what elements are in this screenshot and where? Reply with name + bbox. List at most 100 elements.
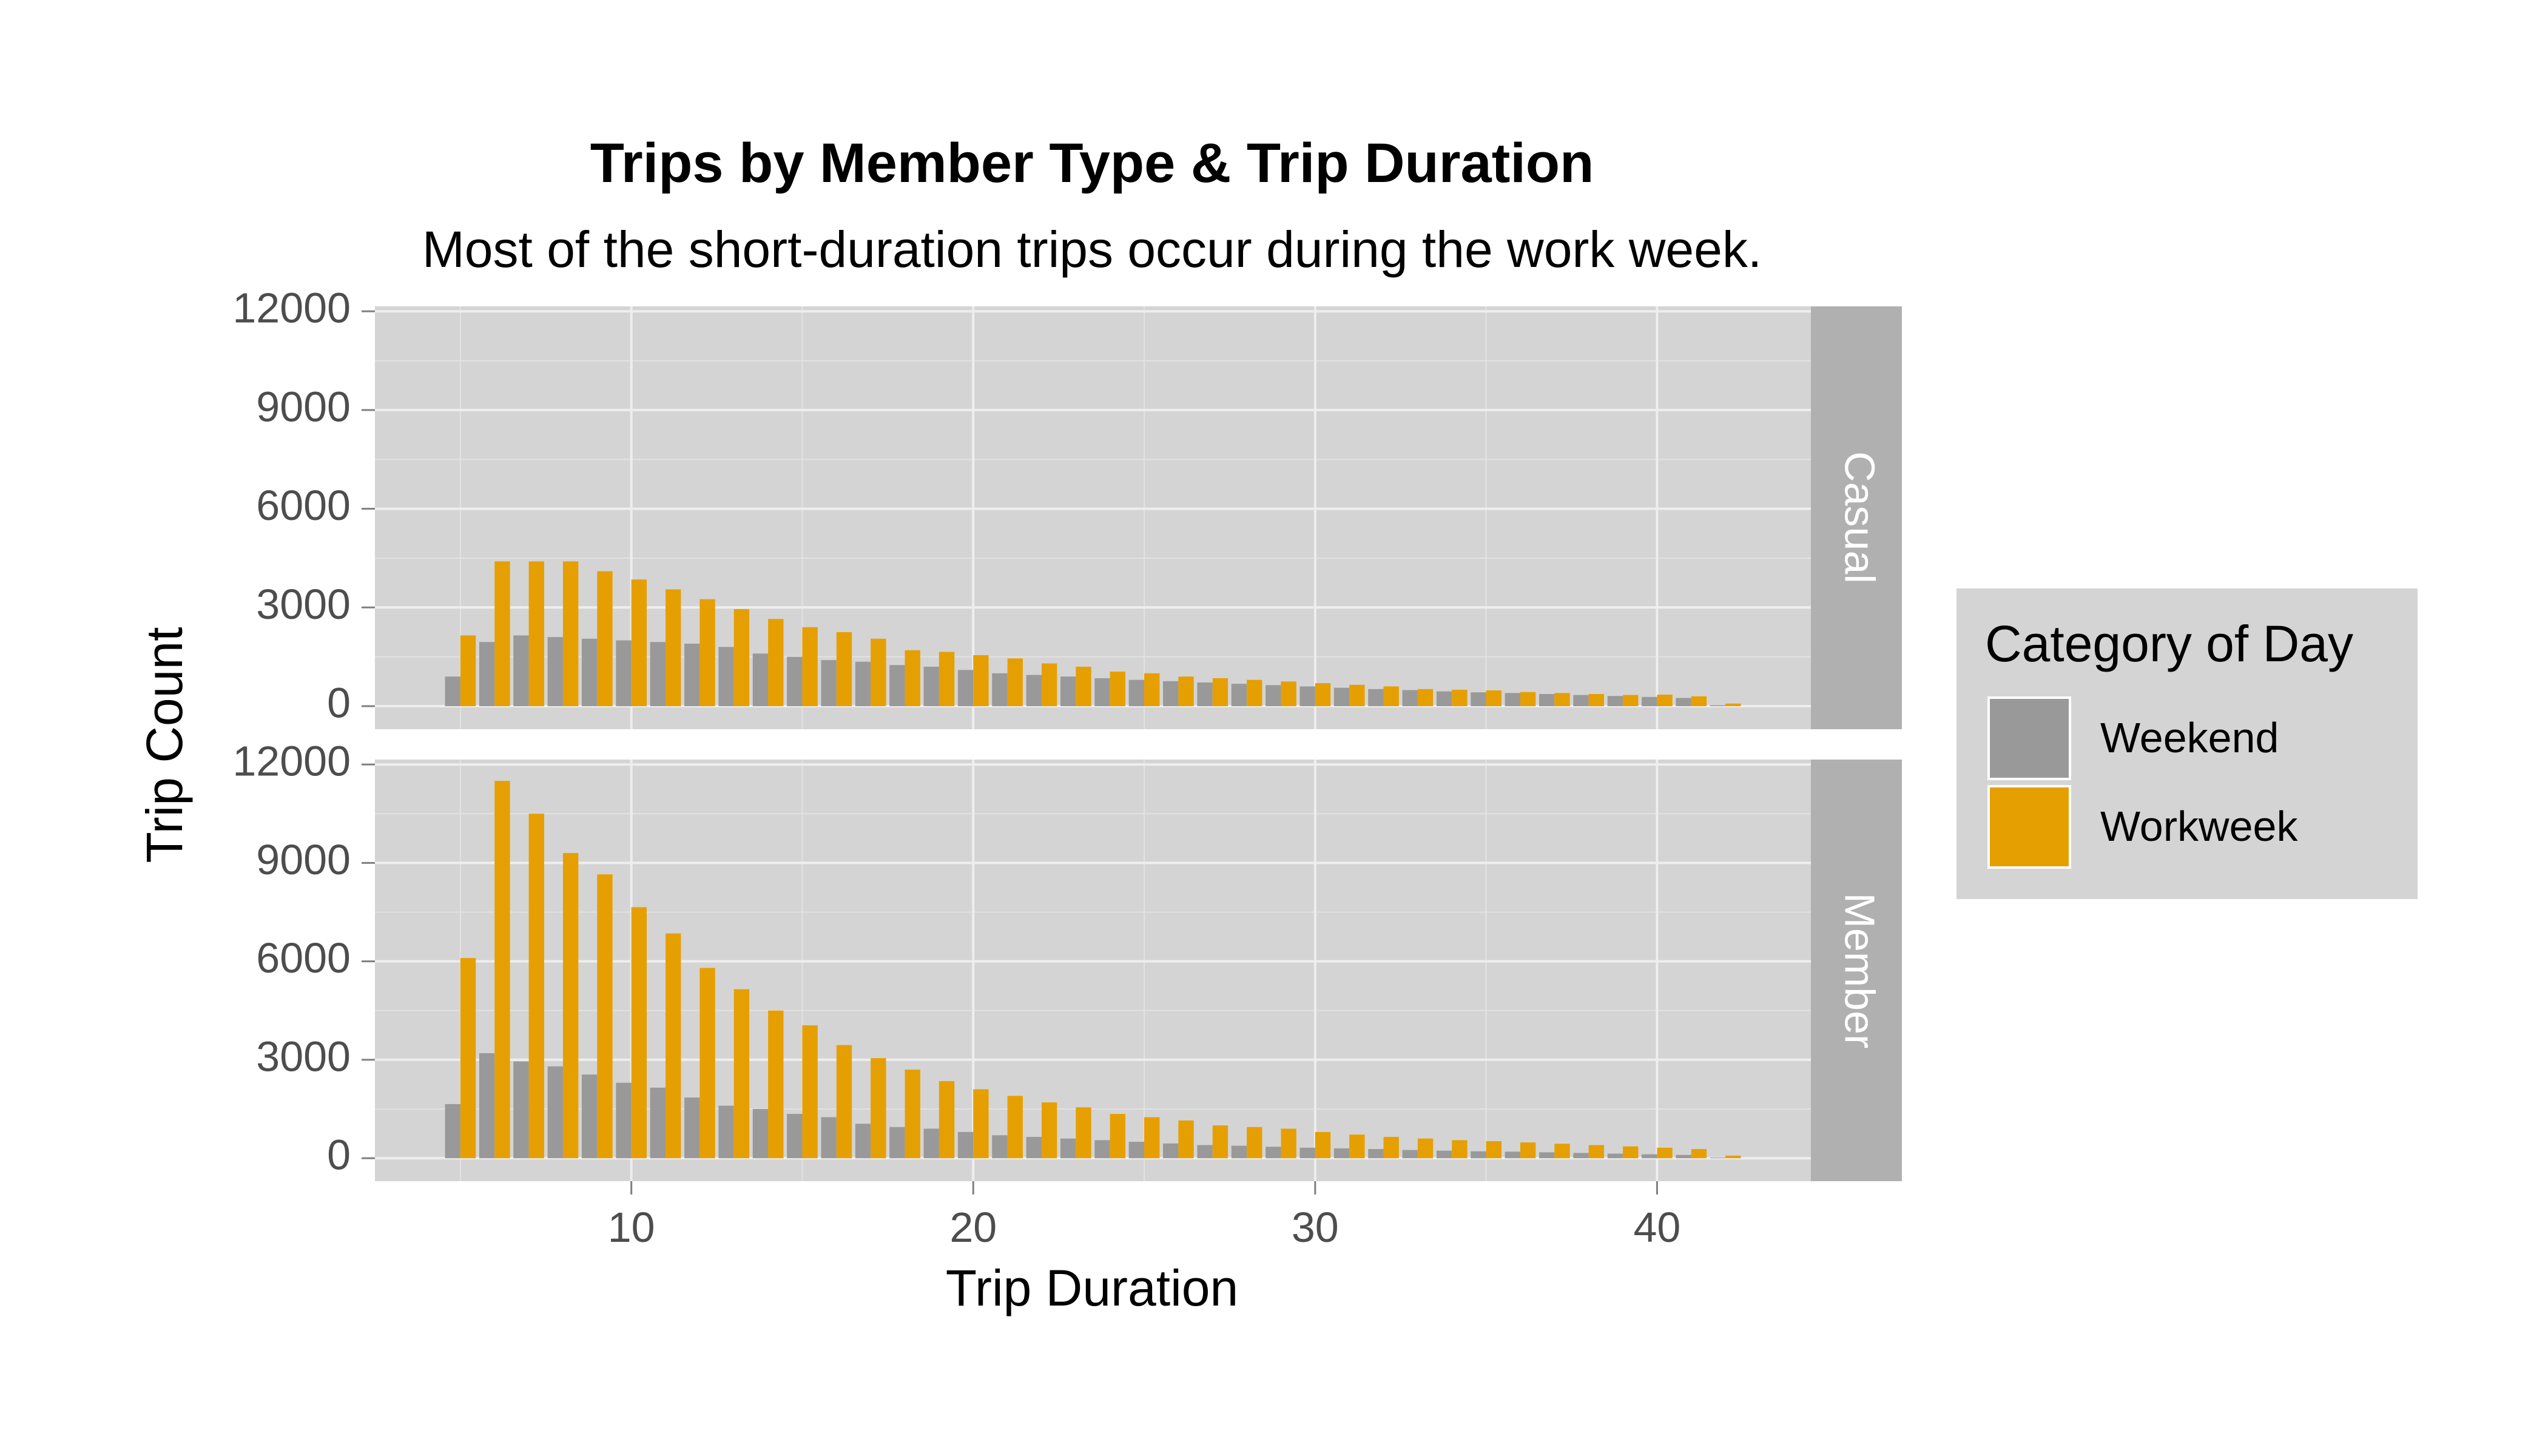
y-tick-label: 12000 [232,285,351,332]
bar-weekend-casual [1505,693,1520,707]
bar-workweek-member [562,853,579,1159]
bar-workweek-casual [1110,672,1126,707]
facet-strip-label: Casual [1836,451,1884,584]
bar-workweek-member [1554,1144,1570,1159]
bar-workweek-member [1520,1142,1536,1159]
bar-weekend-member [479,1053,495,1159]
bar-weekend-casual [581,638,598,707]
bar-weekend-casual [752,653,769,707]
bar-workweek-member [528,814,544,1159]
y-axis-casual: 0 3000 6000 9000 12000 [232,285,375,727]
bar-workweek-member [460,958,476,1159]
bar-workweek-casual [1520,692,1536,707]
x-tick-label: 20 [949,1204,997,1251]
bar-workweek-member [1691,1148,1707,1159]
y-tick-label: 0 [327,679,351,727]
bar-workweek-casual [1417,689,1434,707]
bar-workweek-member [768,1010,784,1159]
bar-workweek-member [1178,1120,1194,1159]
bar-workweek-member [1623,1146,1639,1159]
bar-weekend-casual [992,673,1008,707]
bar-weekend-member [1573,1153,1589,1159]
bar-weekend-member [581,1074,598,1159]
facet-strip-label: Member [1836,893,1884,1049]
y-axis-title: Trip Count [136,627,193,863]
bar-weekend-member [992,1135,1008,1159]
bar-workweek-casual [1007,658,1023,707]
bar-weekend-member [1163,1143,1179,1159]
bar-workweek-casual [1588,693,1605,707]
bar-workweek-casual [1178,676,1194,707]
bar-workweek-casual [1349,684,1365,707]
bar-workweek-member [905,1070,920,1159]
bar-workweek-member [1315,1131,1331,1159]
legend-key-workweek [1987,785,2071,869]
bar-workweek-casual [1691,696,1707,707]
bar-weekend-member [855,1124,871,1159]
facet-strip [1811,306,1902,729]
bar-weekend-member [445,1104,460,1159]
bar-workweek-member [973,1089,989,1159]
bar-workweek-casual [1212,678,1228,707]
bar-workweek-member [1247,1127,1262,1159]
bar-weekend-casual [1676,698,1691,707]
bar-weekend-member [1368,1148,1384,1159]
x-tick-label: 40 [1633,1204,1680,1251]
bar-weekend-casual [923,666,939,707]
panel-bars [445,781,1741,1159]
x-axis-title: Trip Duration [946,1259,1238,1316]
bar-weekend-member [889,1127,905,1159]
x-tick-label: 30 [1292,1204,1339,1251]
y-tick-label: 0 [327,1131,351,1179]
bar-weekend-member [616,1082,632,1159]
panel-gridlines [375,306,1811,729]
legend-key-weekend [1987,696,2071,780]
bar-workweek-casual [836,632,852,707]
bar-workweek-casual [1554,693,1570,707]
bar-workweek-casual [1247,679,1262,707]
bar-weekend-casual [1710,705,1726,707]
bar-workweek-member [1041,1102,1057,1159]
bar-weekend-casual [1128,679,1145,707]
bar-weekend-casual [445,676,460,707]
bar-workweek-member [1657,1147,1673,1159]
bar-weekend-casual [479,642,495,707]
bar-weekend-casual [1197,682,1213,707]
bar-workweek-member [1452,1140,1468,1159]
bar-workweek-member [802,1025,818,1159]
bar-weekend-casual [1573,695,1589,707]
panel-background [375,306,1811,729]
bar-workweek-casual [1144,673,1160,707]
bar-weekend-member [1197,1145,1213,1159]
bar-weekend-casual [718,647,734,707]
bar-weekend-member [1060,1138,1076,1159]
bar-workweek-member [597,874,613,1159]
bar-workweek-member [1486,1141,1502,1159]
facet-strip [1811,760,1902,1181]
bar-weekend-member [1539,1152,1555,1159]
bar-weekend-member [1676,1154,1691,1159]
bar-workweek-casual [1486,690,1502,707]
bar-workweek-casual [1725,703,1741,707]
bar-workweek-casual [1383,686,1399,707]
bar-weekend-member [1128,1142,1145,1159]
panel-bars [445,561,1741,707]
y-tick-label: 12000 [232,738,351,785]
bar-workweek-casual [562,561,579,707]
bar-weekend-casual [1299,686,1315,707]
bar-weekend-casual [1539,693,1555,707]
bar-weekend-member [1642,1154,1657,1159]
facet-panel-member: Member 0 3000 6000 9000 12000 [232,738,1902,1181]
bar-weekend-member [718,1105,734,1159]
bar-workweek-casual [1623,695,1639,707]
bar-weekend-casual [513,635,529,707]
bar-workweek-casual [905,650,920,707]
y-axis-member: 0 3000 6000 9000 12000 [232,738,375,1179]
bar-weekend-member [1505,1151,1520,1159]
bar-weekend-casual [787,656,803,707]
bar-weekend-casual [957,670,974,707]
bar-weekend-casual [821,660,837,707]
bar-weekend-casual [1333,687,1350,707]
bar-weekend-member [923,1128,939,1159]
bar-workweek-member [1144,1117,1160,1159]
